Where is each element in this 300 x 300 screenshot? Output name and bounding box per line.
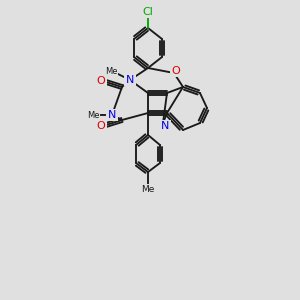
Text: Me: Me <box>141 185 155 194</box>
Text: O: O <box>97 121 105 131</box>
Text: N: N <box>126 75 134 85</box>
Text: Me: Me <box>87 110 99 119</box>
Text: N: N <box>161 121 169 131</box>
Text: O: O <box>97 76 105 86</box>
Text: O: O <box>172 66 180 76</box>
Text: Me: Me <box>105 68 117 76</box>
Text: N: N <box>108 110 116 120</box>
Text: Cl: Cl <box>142 7 153 17</box>
